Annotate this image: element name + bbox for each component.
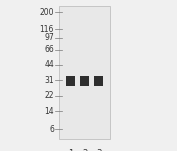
Text: 44: 44 <box>44 60 54 69</box>
Text: 22: 22 <box>44 91 54 100</box>
Text: 97: 97 <box>44 33 54 42</box>
Text: 66: 66 <box>44 45 54 54</box>
Text: 200: 200 <box>39 8 54 16</box>
Text: 31: 31 <box>44 76 54 85</box>
Bar <box>59 6 110 139</box>
Text: 14: 14 <box>44 107 54 116</box>
Text: 6: 6 <box>49 125 54 134</box>
Bar <box>80 76 89 86</box>
Text: 1: 1 <box>68 149 73 151</box>
Text: 2: 2 <box>82 149 87 151</box>
Text: 116: 116 <box>40 25 54 34</box>
Bar <box>94 76 103 86</box>
Text: kDa: kDa <box>38 0 54 2</box>
Text: 3: 3 <box>96 149 101 151</box>
Bar <box>66 76 75 86</box>
